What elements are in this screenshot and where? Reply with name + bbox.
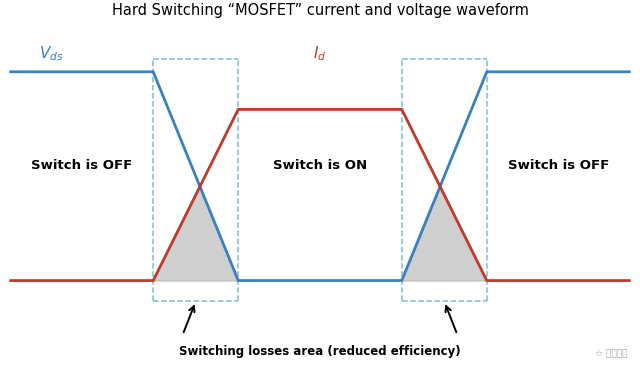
Text: Switch is OFF: Switch is OFF (508, 159, 609, 172)
Text: Switching losses area (reduced efficiency): Switching losses area (reduced efficienc… (179, 345, 461, 358)
Text: Switch is OFF: Switch is OFF (31, 159, 132, 172)
Text: ☆ 华林科纳: ☆ 华林科纳 (595, 349, 628, 358)
Text: $I_d$: $I_d$ (314, 45, 326, 63)
Text: Switch is ON: Switch is ON (273, 159, 367, 172)
Text: $V_{ds}$: $V_{ds}$ (39, 45, 63, 63)
Title: Hard Switching “MOSFET” current and voltage waveform: Hard Switching “MOSFET” current and volt… (111, 3, 529, 18)
